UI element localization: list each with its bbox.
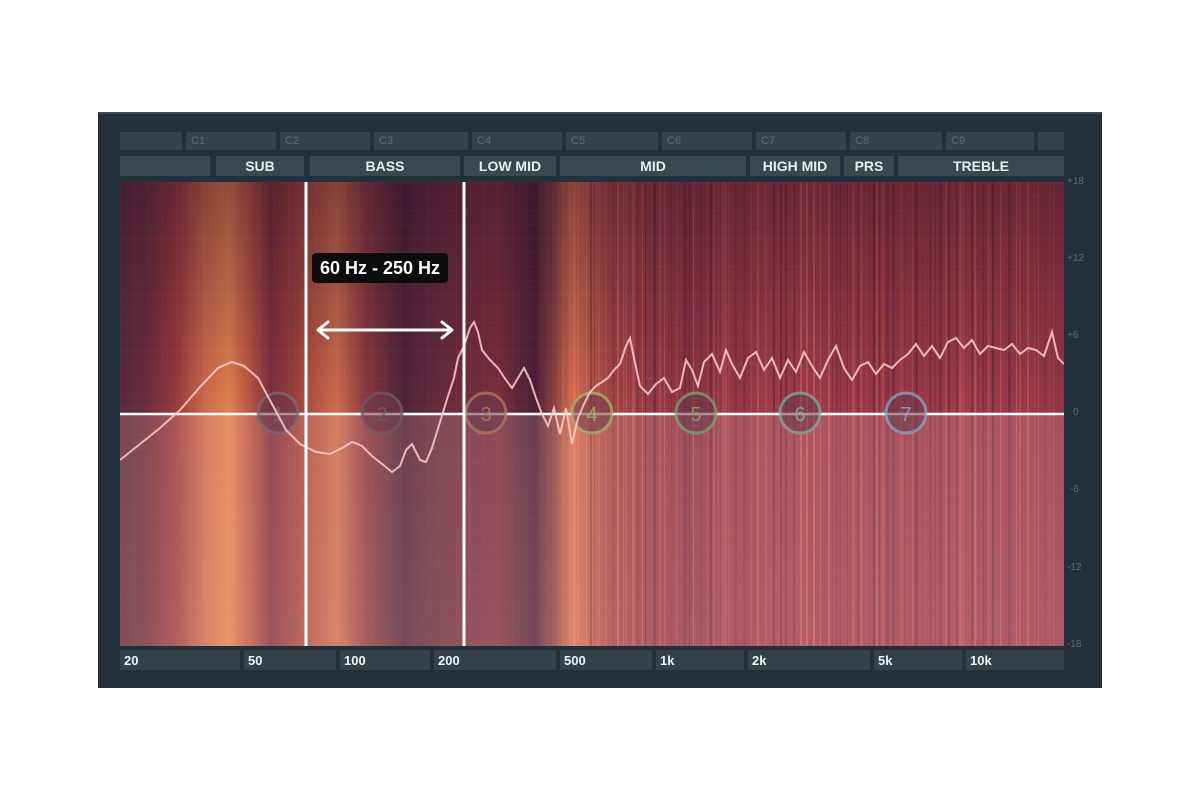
eq-node-ring[interactable] [570, 391, 614, 435]
eq-node-2[interactable]: 2 [360, 391, 404, 435]
eq-node-7[interactable]: 7 [884, 391, 928, 435]
band-low-mid[interactable]: LOW MID [464, 156, 556, 176]
freq-label: 1k [656, 650, 744, 670]
eq-node-label: 7 [900, 404, 911, 426]
eq-node-label: 2 [376, 404, 387, 426]
note-cell: C4 [472, 132, 562, 150]
eq-node-ring[interactable] [360, 391, 404, 435]
db-label: -18 [1067, 639, 1082, 650]
freq-label: 100 [340, 650, 430, 670]
analyzer-curve [120, 319, 1064, 474]
eq-node-4[interactable]: 4 [570, 391, 614, 435]
db-label: +12 [1067, 253, 1084, 264]
freq-label: 5k [874, 650, 962, 670]
db-label: +6 [1067, 330, 1079, 341]
note-cell: C9 [946, 132, 1034, 150]
db-label: -12 [1067, 562, 1082, 573]
freq-label: 20 [120, 650, 240, 670]
eq-node-label: 6 [794, 404, 805, 426]
band-sub[interactable]: SUB [216, 156, 304, 176]
freq-label: 2k [748, 650, 870, 670]
eq-node-3[interactable]: 3 [464, 391, 508, 435]
note-cell: C6 [662, 132, 752, 150]
freq-label: 500 [560, 650, 652, 670]
note-cell: C1 [186, 132, 276, 150]
freq-label: 50 [244, 650, 336, 670]
band-presence[interactable]: PRS [844, 156, 894, 176]
band-high-mid[interactable]: HIGH MID [750, 156, 840, 176]
note-cell: C5 [566, 132, 658, 150]
band-mid[interactable]: MID [560, 156, 746, 176]
note-cell: C3 [374, 132, 468, 150]
eq-node-label: 4 [586, 404, 597, 426]
db-label: -6 [1070, 484, 1079, 495]
db-label: 0 [1073, 407, 1079, 418]
note-cell [1038, 132, 1064, 150]
eq-node-6[interactable]: 6 [778, 391, 822, 435]
band-bass[interactable]: BASS [310, 156, 460, 176]
note-cell [120, 132, 182, 150]
eq-node-ring[interactable] [884, 391, 928, 435]
eq-node-5[interactable]: 5 [674, 391, 718, 435]
db-label: +18 [1067, 176, 1084, 187]
equalizer-panel: C1 C2 C3 C4 C5 C6 C7 C8 C9 SUB BASS LOW … [98, 112, 1102, 688]
eq-node-1[interactable]: 1 [256, 391, 300, 435]
eq-node-ring[interactable] [256, 391, 300, 435]
note-cell: C7 [756, 132, 846, 150]
eq-node-ring[interactable] [464, 391, 508, 435]
eq-node-label: 3 [480, 404, 491, 426]
note-cell: C2 [280, 132, 370, 150]
eq-node-ring[interactable] [674, 391, 718, 435]
band-cell [120, 156, 210, 176]
band-treble[interactable]: TREBLE [898, 156, 1064, 176]
freq-label: 10k [966, 650, 1064, 670]
note-cell: C8 [850, 132, 942, 150]
spectrum-display[interactable]: 1 2 3 4 5 6 7 [120, 182, 1064, 646]
eq-node-label: 5 [690, 404, 701, 426]
frequency-range-label: 60 Hz - 250 Hz [312, 253, 449, 283]
eq-node-ring[interactable] [778, 391, 822, 435]
double-arrow-icon [316, 320, 454, 340]
freq-label: 200 [434, 650, 556, 670]
